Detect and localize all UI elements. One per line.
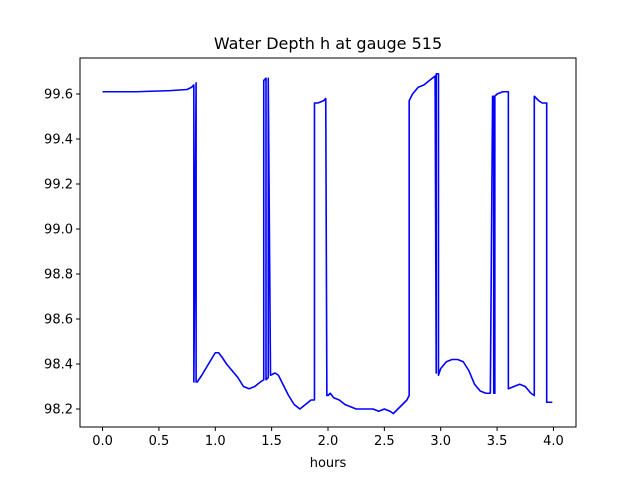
x-tick-label: 1.5 xyxy=(261,434,282,449)
y-tick-label: 99.4 xyxy=(44,133,73,148)
x-tick-label: 3.5 xyxy=(487,434,508,449)
x-tick-label: 2.0 xyxy=(318,434,339,449)
x-tick-label: 3.0 xyxy=(430,434,451,449)
x-tick-label: 1.0 xyxy=(205,434,226,449)
y-tick-label: 99.2 xyxy=(44,178,73,193)
y-tick-label: 98.6 xyxy=(44,313,73,328)
x-axis-ticks: 0.0 0.5 1.0 1.5 2.0 2.5 3.0 3.5 4.0 xyxy=(92,427,564,449)
x-tick-label: 4.0 xyxy=(543,434,564,449)
x-tick-label: 0.5 xyxy=(149,434,170,449)
y-tick-label: 98.4 xyxy=(44,358,73,373)
series-layer xyxy=(102,72,553,415)
plot-area: 0.0 0.5 1.0 1.5 2.0 2.5 3.0 3.5 4.0 98.2 98.4 98.6… xyxy=(44,57,577,449)
y-axis-ticks: 98.2 98.4 98.6 98.8 99.0 99.2 99.4 99.6 xyxy=(44,88,80,418)
x-tick-label: 0.0 xyxy=(92,434,113,449)
y-tick-label: 99.6 xyxy=(44,88,73,103)
y-tick-label: 98.8 xyxy=(44,268,73,283)
chart-title: Water Depth h at gauge 515 xyxy=(214,34,442,53)
x-tick-label: 2.5 xyxy=(374,434,395,449)
y-tick-label: 98.2 xyxy=(44,403,73,418)
y-tick-label: 99.0 xyxy=(44,223,73,238)
series-line xyxy=(102,72,553,415)
x-axis-label: hours xyxy=(310,456,347,471)
